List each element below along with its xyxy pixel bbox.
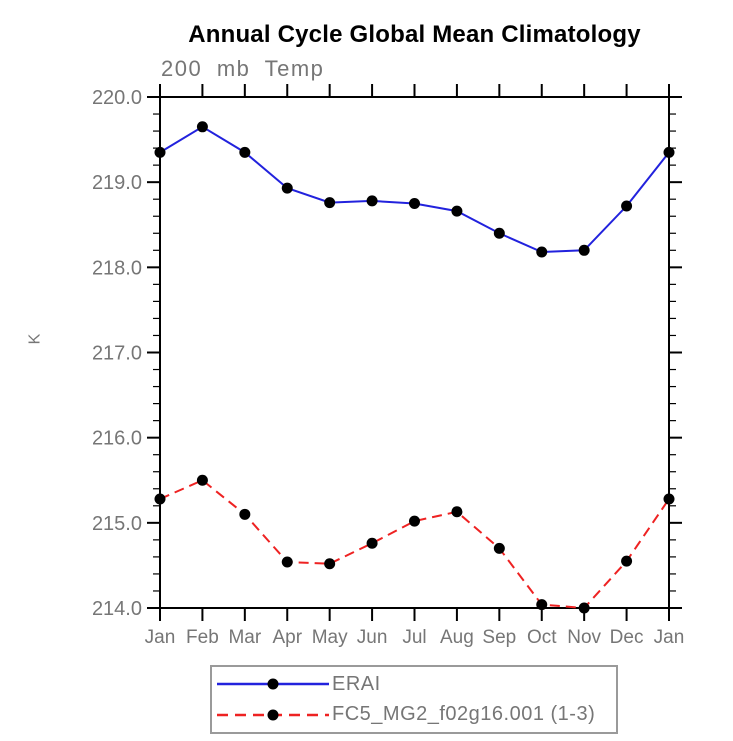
- data-point-marker: [239, 508, 251, 520]
- x-tick-label: Jan: [145, 627, 176, 648]
- y-tick-label: 214.0: [92, 598, 142, 620]
- data-point-marker: [663, 493, 675, 505]
- data-point-marker: [451, 506, 463, 518]
- y-tick-label: 215.0: [92, 513, 142, 535]
- x-tick-label: Aug: [440, 627, 474, 648]
- data-point-marker: [324, 558, 336, 570]
- data-point-marker: [493, 227, 505, 239]
- x-tick-label: Sep: [482, 627, 516, 648]
- x-tick-label: Jun: [357, 627, 388, 648]
- y-tick-label: 218.0: [92, 257, 142, 279]
- y-tick-label: 220.0: [92, 87, 142, 109]
- data-point-marker: [493, 542, 505, 554]
- data-point-marker: [281, 556, 293, 568]
- data-point-marker: [154, 493, 166, 505]
- y-tick-label: 217.0: [92, 343, 142, 365]
- data-point-marker: [578, 244, 590, 256]
- x-tick-label: Apr: [272, 627, 302, 648]
- data-point-marker: [621, 555, 633, 567]
- data-point-marker: [324, 197, 336, 209]
- legend-marker-dot: [267, 709, 279, 721]
- data-point-marker: [451, 205, 463, 217]
- data-point-marker: [196, 474, 208, 486]
- data-point-marker: [366, 537, 378, 549]
- data-point-marker: [281, 182, 293, 194]
- data-point-marker: [366, 195, 378, 207]
- data-point-marker: [663, 146, 675, 158]
- legend-line-sample-erai: [217, 678, 329, 690]
- x-tick-label: May: [312, 627, 348, 648]
- x-tick-label: Mar: [228, 627, 261, 648]
- x-tick-label: Oct: [527, 627, 557, 648]
- legend-marker-dot: [267, 678, 279, 690]
- series-line: [159, 125, 670, 254]
- y-tick-label: 216.0: [92, 428, 142, 450]
- legend: ERAI FC5_MG2_f02g16.001 (1-3): [210, 665, 618, 734]
- data-point-marker: [154, 146, 166, 158]
- series-line: [159, 479, 670, 610]
- x-tick-label: Nov: [567, 627, 601, 648]
- axis-frame: [159, 96, 670, 609]
- legend-line-sample-fc5: [217, 709, 329, 721]
- legend-item-erai: ERAI: [215, 670, 616, 698]
- data-point-marker: [239, 146, 251, 158]
- data-point-marker: [536, 599, 548, 611]
- x-tick-label: Jul: [402, 627, 426, 648]
- data-point-marker: [578, 602, 590, 614]
- data-point-marker: [196, 121, 208, 133]
- chart-subtitle: 200 mb Temp: [161, 56, 325, 81]
- legend-label-fc5: FC5_MG2_f02g16.001 (1-3): [332, 703, 596, 726]
- x-tick-label: Feb: [186, 627, 219, 648]
- chart-title: Annual Cycle Global Mean Climatology: [188, 21, 641, 48]
- y-tick-label: 219.0: [92, 172, 142, 194]
- legend-label-erai: ERAI: [332, 672, 381, 695]
- data-point-marker: [409, 515, 420, 527]
- data-point-marker: [621, 200, 633, 212]
- x-tick-label: Dec: [610, 627, 644, 648]
- data-point-marker: [536, 246, 548, 258]
- x-tick-label: Jan: [654, 627, 685, 648]
- data-point-marker: [409, 197, 420, 209]
- legend-item-fc5: FC5_MG2_f02g16.001 (1-3): [215, 701, 616, 729]
